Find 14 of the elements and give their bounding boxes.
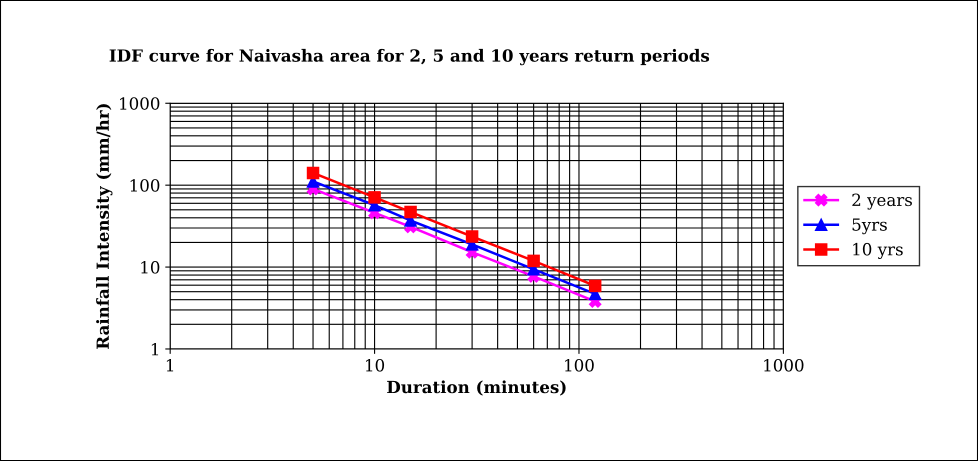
- legend-label: 10 yrs: [853, 242, 903, 260]
- chart-title: IDF curve for Naivasha area for 2, 5 and 10 years return periods: [110, 48, 710, 66]
- y-tick-label: 1000: [120, 97, 160, 110]
- legend-label: 2 years: [852, 194, 912, 210]
- legend-label: 5yrs: [852, 218, 887, 234]
- x-tick-label: 100: [565, 358, 594, 372]
- y-axis-title: Rainfall Intensity (mm/hr): [96, 104, 112, 349]
- x-tick-label: 10: [366, 358, 384, 372]
- y-tick-label: 100: [130, 179, 160, 192]
- y-tick-label: 10: [141, 261, 160, 274]
- x-tick-label: 1000: [764, 358, 804, 372]
- x-tick-label: 1: [166, 358, 174, 372]
- x-axis-title: Duration (minutes): [387, 380, 566, 396]
- y-tick-label: 1: [152, 342, 158, 356]
